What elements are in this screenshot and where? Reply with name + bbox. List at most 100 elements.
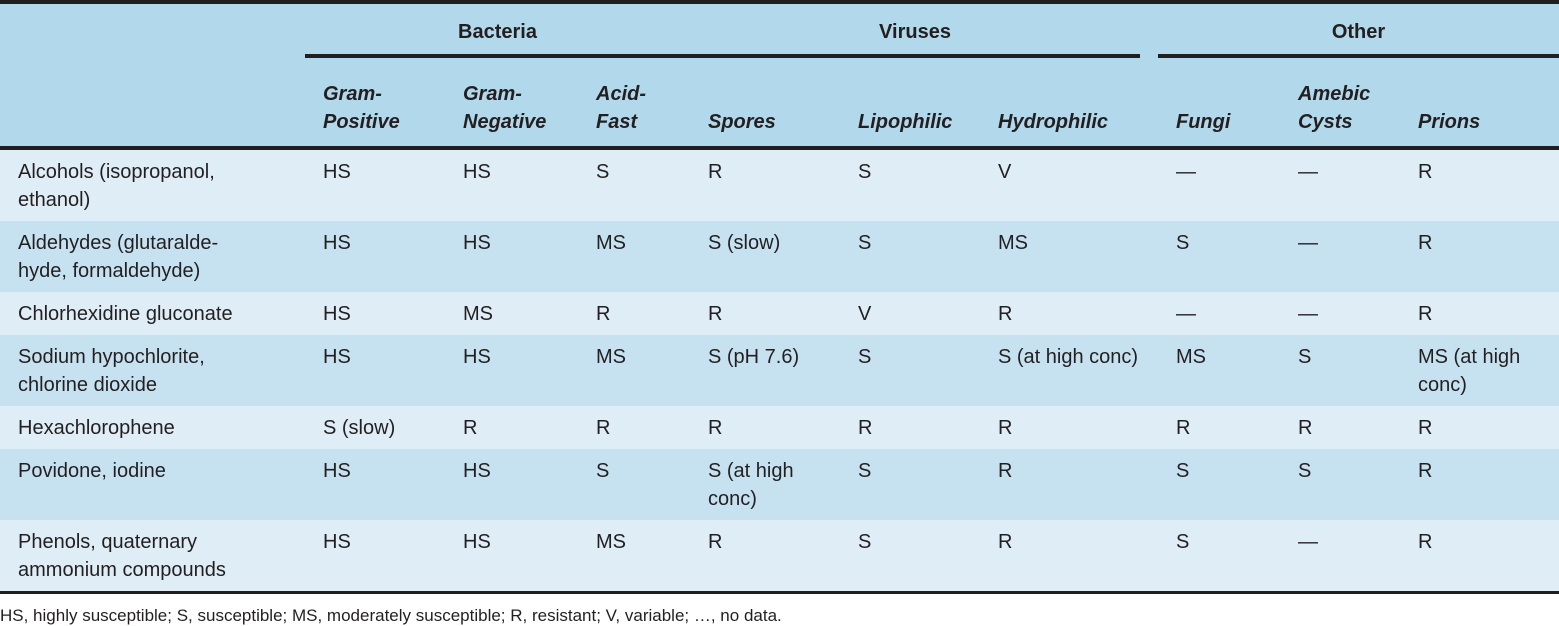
value-cell: R [998, 460, 1013, 482]
value-cell: HS [323, 460, 351, 482]
value-cell: R [708, 531, 723, 553]
value-cell: HS [463, 232, 491, 254]
column-header-line1: Amebic [1298, 83, 1371, 105]
susceptibility-table: Bacteria Viruses Other Gram- Positive Gram… [0, 0, 1559, 594]
value-cell: S (pH 7.6) [708, 346, 800, 368]
value-cell: MS [463, 303, 493, 325]
footnote: HS, highly susceptible; S, susceptible; … [0, 606, 782, 625]
value-cell: S [1176, 460, 1190, 482]
value-cell: HS [323, 161, 351, 183]
agent-header [0, 58, 305, 150]
value-cell: V [858, 303, 872, 325]
value-cell: S [596, 161, 610, 183]
table-row: Alcohols (isopropanol, ethanol) HS HS S R S V —… [0, 148, 1559, 221]
value-cell: R [1418, 232, 1433, 254]
agent-cell: Povidone, iodine [18, 460, 166, 482]
column-header-line1: Gram- [463, 83, 522, 105]
column-header: Gram- Negative [445, 58, 578, 150]
value-cell: R [1418, 417, 1433, 439]
value-cell: R [1418, 303, 1433, 325]
value-cell: R [1418, 161, 1433, 183]
value-cell: MS [596, 232, 626, 254]
value-cell: S [1176, 232, 1190, 254]
value-cell: R [1298, 417, 1313, 439]
value-cell: — [1298, 232, 1318, 254]
value-cell: S (slow) [708, 232, 781, 254]
value-cell: V [998, 161, 1012, 183]
column-header-line2: Hydrophilic [998, 111, 1109, 133]
value-cell: R [998, 417, 1013, 439]
table-row: Aldehydes (glutaralde-hyde, formaldehyde… [0, 221, 1559, 292]
value-cell: HS [463, 161, 491, 183]
value-cell: R [708, 161, 723, 183]
table-row: Povidone, iodine HS HS S S (at high conc) S R S… [0, 449, 1559, 520]
value-cell: R [998, 531, 1013, 553]
value-cell: S (at high conc) [708, 460, 794, 510]
value-cell: HS [323, 303, 351, 325]
empty-corner [0, 2, 305, 58]
table-row: Hexachlorophene S (slow) R R R R R R R R [0, 406, 1559, 449]
value-cell: S [858, 531, 872, 553]
value-cell: — [1176, 161, 1196, 183]
value-cell: S [858, 232, 872, 254]
value-cell: HS [463, 346, 491, 368]
agent-cell: Alcohols (isopropanol, ethanol) [18, 161, 215, 211]
value-cell: R [858, 417, 873, 439]
group-viruses: Viruses [690, 2, 1158, 58]
agent-cell: Hexachlorophene [18, 417, 175, 439]
value-cell: R [1176, 417, 1191, 439]
value-cell: R [708, 303, 723, 325]
value-cell: HS [323, 346, 351, 368]
value-cell: R [596, 303, 611, 325]
column-header-line2: Prions [1418, 111, 1481, 133]
value-cell: — [1298, 531, 1318, 553]
column-header-line1: Gram- [323, 83, 382, 105]
column-header-line2: Cysts [1298, 111, 1353, 133]
value-cell: R [998, 303, 1013, 325]
table-row: Chlorhexidine gluconate HS MS R R V R — — R [0, 292, 1559, 335]
value-cell: — [1176, 303, 1196, 325]
column-header: Gram- Positive [305, 58, 445, 150]
value-cell: — [1298, 161, 1318, 183]
column-header-line2: Lipophilic [858, 111, 953, 133]
column-header-line2: Positive [323, 111, 400, 133]
column-header: Spores [690, 58, 840, 150]
value-cell: S [858, 460, 872, 482]
column-header-line2: Spores [708, 111, 776, 133]
agent-cell: Phenols, quaternary ammonium compounds [18, 531, 226, 581]
value-cell: HS [463, 460, 491, 482]
column-header-line2: Negative [463, 111, 547, 133]
value-cell: HS [323, 232, 351, 254]
value-cell: MS [596, 531, 626, 553]
value-cell: — [1298, 303, 1318, 325]
value-cell: MS (at high conc) [1418, 346, 1521, 396]
group-bacteria: Bacteria [305, 2, 690, 58]
group-other: Other [1158, 2, 1559, 58]
column-header: Prions [1400, 58, 1559, 150]
agent-cell: Sodium hypochlorite, chlorine dioxide [18, 346, 205, 396]
column-header-line1: Acid- [596, 83, 646, 105]
value-cell: S (at high conc) [998, 346, 1139, 368]
table-row: Sodium hypochlorite, chlorine dioxide HS H… [0, 335, 1559, 406]
value-cell: MS [1176, 346, 1206, 368]
column-header: Acid- Fast [578, 58, 690, 150]
column-header: Amebic Cysts [1280, 58, 1400, 150]
column-header: Hydrophilic [980, 58, 1158, 150]
value-cell: HS [323, 531, 351, 553]
column-header: Lipophilic [840, 58, 980, 150]
value-cell: S (slow) [323, 417, 396, 439]
value-cell: R [708, 417, 723, 439]
value-cell: MS [596, 346, 626, 368]
column-header-row: Gram- Positive Gram- Negative Acid- Fast Spore… [0, 58, 1559, 150]
value-cell: MS [998, 232, 1028, 254]
value-cell: S [1298, 460, 1312, 482]
value-cell: S [858, 161, 872, 183]
group-header-row: Bacteria Viruses Other [0, 2, 1559, 58]
value-cell: HS [463, 531, 491, 553]
column-header-line2: Fungi [1176, 111, 1231, 133]
column-header-line2: Fast [596, 111, 638, 133]
value-cell: S [858, 346, 872, 368]
value-cell: S [1298, 346, 1312, 368]
table-row: Phenols, quaternary ammonium compounds HS… [0, 520, 1559, 593]
agent-cell: Aldehydes (glutaralde-hyde, formaldehyde… [18, 232, 219, 282]
